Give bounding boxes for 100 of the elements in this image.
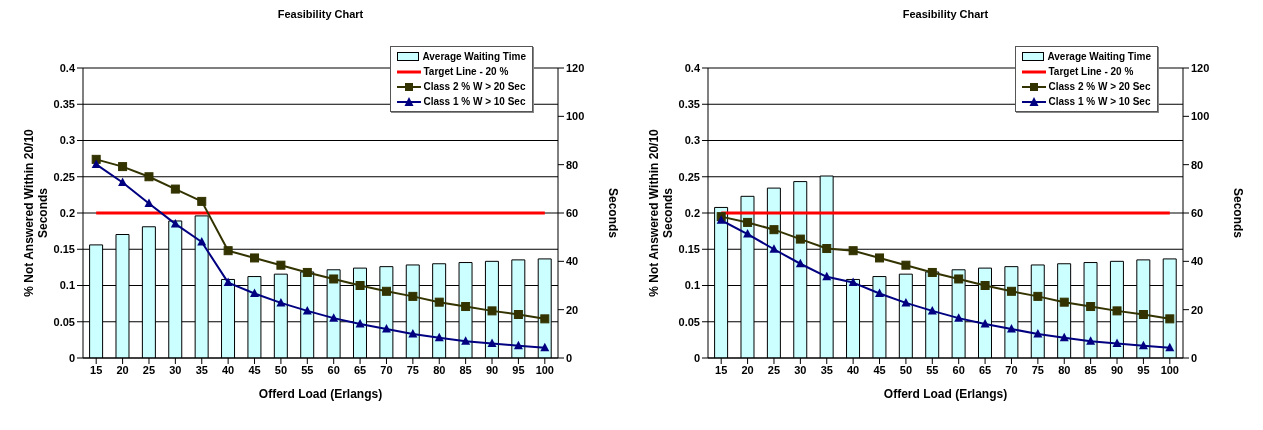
legend-label: Class 2 % W > 20 Sec bbox=[1048, 81, 1151, 92]
x-tick-label: 90 bbox=[485, 363, 499, 376]
point bbox=[1059, 332, 1069, 342]
x-tick-label: 70 bbox=[380, 363, 393, 376]
point bbox=[927, 267, 937, 277]
point bbox=[901, 260, 911, 270]
point bbox=[276, 260, 286, 270]
x-tick-label: 70 bbox=[1005, 363, 1018, 376]
point bbox=[1112, 338, 1122, 347]
legend-label: Class 1 % W > 10 Sec bbox=[423, 96, 526, 107]
x-tick-label: 100 bbox=[1160, 363, 1179, 376]
point bbox=[954, 313, 964, 322]
x-tick-label: 40 bbox=[222, 363, 235, 376]
point bbox=[250, 288, 260, 297]
point bbox=[302, 305, 312, 315]
y2-tick-label: 120 bbox=[1191, 61, 1210, 74]
point bbox=[144, 198, 154, 208]
point bbox=[822, 244, 832, 254]
point bbox=[329, 313, 339, 322]
point bbox=[875, 253, 885, 263]
x-tick-label: 80 bbox=[433, 363, 446, 376]
y2-axis-title: Seconds bbox=[605, 187, 620, 239]
y-tick-label: 0.15 bbox=[53, 243, 75, 256]
x-tick-label: 15 bbox=[715, 363, 728, 376]
point bbox=[927, 305, 937, 315]
point bbox=[487, 306, 497, 316]
y2-tick-label: 40 bbox=[566, 255, 579, 268]
point bbox=[1138, 340, 1148, 350]
x-tick-label: 80 bbox=[1058, 363, 1071, 376]
x-tick-label: 85 bbox=[1084, 363, 1097, 376]
y-tick-label: 0.15 bbox=[678, 243, 700, 256]
legend-label: Average Waiting Time bbox=[1047, 51, 1151, 62]
point bbox=[170, 218, 180, 228]
y2-tick-label: 0 bbox=[566, 351, 573, 364]
y2-tick-label: 40 bbox=[1191, 255, 1204, 268]
x-tick-label: 65 bbox=[978, 363, 992, 376]
y-tick-label: 0.3 bbox=[59, 134, 75, 147]
point bbox=[513, 340, 523, 350]
y-tick-label: 0 bbox=[68, 351, 75, 364]
point bbox=[461, 302, 471, 312]
y2-tick-label: 80 bbox=[566, 158, 579, 171]
chart-title: Feasibility Chart bbox=[901, 8, 990, 20]
point bbox=[875, 288, 885, 297]
point bbox=[1033, 329, 1043, 338]
y-tick-label: 0.25 bbox=[53, 170, 75, 183]
point bbox=[223, 246, 233, 256]
point bbox=[769, 225, 779, 235]
x-tick-label: 35 bbox=[820, 363, 833, 376]
x-tick-label: 45 bbox=[248, 363, 261, 376]
y2-tick-label: 100 bbox=[566, 110, 585, 123]
x-tick-label: 20 bbox=[741, 363, 754, 376]
y2-tick-label: 0 bbox=[1191, 351, 1198, 364]
point bbox=[144, 172, 154, 182]
x-axis-title: Offerd Load (Erlangs) bbox=[883, 387, 1008, 401]
point bbox=[91, 159, 101, 168]
x-tick-label: 95 bbox=[512, 363, 525, 376]
x-tick-label: 40 bbox=[847, 363, 860, 376]
y2-tick-label: 20 bbox=[566, 303, 579, 316]
point bbox=[118, 177, 128, 187]
point bbox=[1059, 297, 1069, 307]
point bbox=[355, 281, 365, 290]
point bbox=[487, 338, 497, 347]
y-axis-title: % Not Answered Within 20/10 Seconds bbox=[22, 128, 50, 297]
point bbox=[1006, 286, 1016, 296]
point bbox=[743, 229, 753, 238]
point bbox=[434, 297, 444, 307]
point bbox=[540, 342, 550, 352]
legend-label: Target Line - 20 % bbox=[1048, 66, 1134, 77]
point bbox=[980, 281, 990, 290]
point bbox=[954, 274, 964, 284]
x-tick-label: 25 bbox=[767, 363, 781, 376]
point bbox=[408, 329, 418, 338]
point bbox=[329, 274, 339, 284]
y2-tick-label: 80 bbox=[1191, 158, 1204, 171]
y-tick-label: 0.2 bbox=[59, 206, 75, 219]
point bbox=[1112, 306, 1122, 316]
point bbox=[848, 246, 858, 256]
point bbox=[408, 291, 418, 301]
x-tick-label: 75 bbox=[1031, 363, 1044, 376]
x-tick-label: 50 bbox=[274, 363, 288, 376]
y2-tick-label: 20 bbox=[1191, 303, 1204, 316]
y-tick-label: 0.1 bbox=[59, 279, 75, 292]
y-axis-title: % Not Answered Within 20/10 Seconds bbox=[647, 128, 675, 297]
legend-label: Target Line - 20 % bbox=[423, 66, 509, 77]
point bbox=[381, 324, 391, 333]
x-tick-label: 75 bbox=[406, 363, 419, 376]
y2-tick-label: 100 bbox=[1191, 110, 1210, 123]
point bbox=[197, 237, 207, 246]
x-tick-label: 90 bbox=[1110, 363, 1124, 376]
x-tick-label: 65 bbox=[353, 363, 367, 376]
y-tick-label: 0 bbox=[693, 351, 700, 364]
point bbox=[1138, 310, 1148, 319]
point bbox=[1086, 336, 1096, 345]
point bbox=[461, 336, 471, 345]
chart-title: Feasibility Chart bbox=[276, 8, 365, 20]
y-tick-label: 0.4 bbox=[684, 61, 701, 74]
point bbox=[381, 286, 391, 296]
x-tick-label: 85 bbox=[459, 363, 472, 376]
x-tick-label: 35 bbox=[195, 363, 208, 376]
point bbox=[1006, 324, 1016, 333]
